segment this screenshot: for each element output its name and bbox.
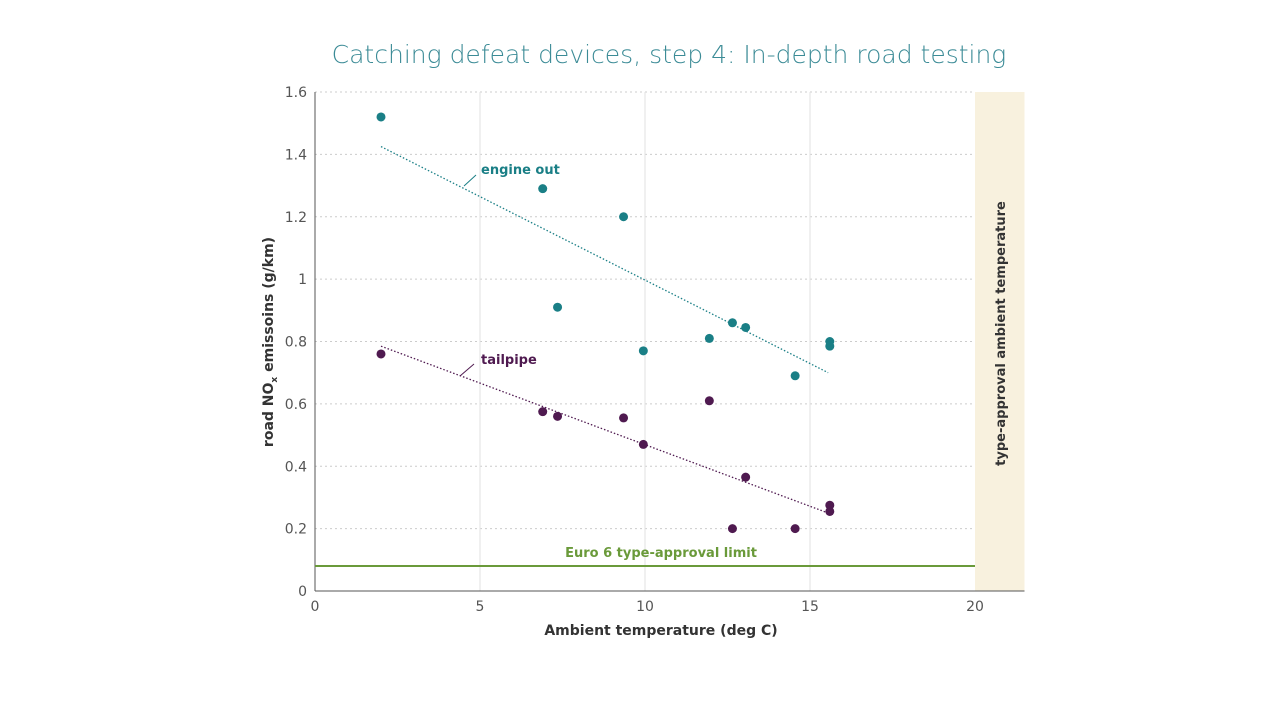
x-tick-label: 20 [966,599,984,615]
data-point-engine-out [790,371,800,381]
x-tick-label: 15 [801,599,819,615]
tailpipe-leader [459,363,475,377]
data-point-tailpipe [553,411,563,421]
x-axis-label: Ambient temperature (deg C) [544,623,777,639]
x-tick-label: 10 [636,599,654,615]
y-axis-label-subscript: x [270,377,280,383]
shaded-region-label: type-approval ambient temperature [994,201,1009,466]
trendline-tailpipe [380,345,829,514]
y-tick-label: 0.8 [285,335,307,351]
data-point-engine-out [553,302,563,312]
data-point-engine-out [741,322,751,332]
data-point-tailpipe [825,500,835,510]
y-axis-label: road NOx emissoins (g/km) [261,237,280,447]
y-axis-label-part: emissoins (g/km) [261,237,277,377]
data-point-engine-out [727,318,737,328]
y-tick-label: 0.4 [285,459,307,475]
chart-title: Catching defeat devices, step 4: In-dept… [332,40,1007,69]
data-point-engine-out [376,112,386,122]
x-tick-label: 5 [476,599,485,615]
y-tick-label: 1.2 [285,210,307,226]
y-tick-label: 0 [298,584,307,600]
data-point-tailpipe [638,439,648,449]
x-tick-label: 0 [311,599,320,615]
euro6-limit-label: Euro 6 type-approval limit [565,546,757,561]
data-point-engine-out [704,333,714,343]
data-point-tailpipe [704,396,714,406]
data-point-tailpipe [727,524,737,534]
data-point-tailpipe [790,524,800,534]
data-point-tailpipe [825,506,835,516]
data-point-engine-out [825,341,835,351]
tailpipe-label: tailpipe [481,353,537,368]
engine-out-leader [463,174,477,187]
data-point-tailpipe [538,407,548,417]
y-axis-label-part: road NO [261,382,277,447]
data-point-tailpipe [619,413,629,423]
data-point-tailpipe [741,472,751,482]
data-point-engine-out [538,184,548,194]
trendline-engine-out [380,145,829,374]
y-tick-label: 1 [298,272,307,288]
data-point-tailpipe [376,349,386,359]
y-tick-label: 0.6 [285,397,307,413]
y-tick-label: 0.2 [285,522,307,538]
y-tick-label: 1.4 [285,147,307,163]
y-tick-label: 1.6 [285,85,307,101]
engine-out-label: engine out [481,163,560,178]
data-point-engine-out [619,212,629,222]
data-point-engine-out [638,346,648,356]
shaded-region-type-approval-temperature [975,92,1025,591]
